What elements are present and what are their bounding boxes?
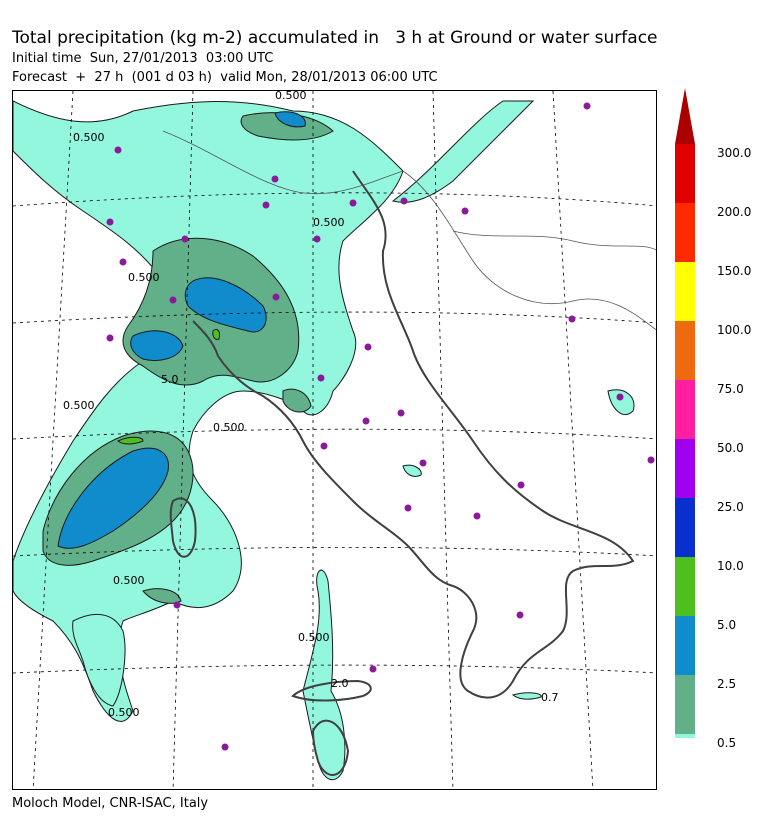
contour-label: 5.0 <box>161 373 179 386</box>
graticule <box>13 91 656 789</box>
legend-swatch <box>675 203 695 262</box>
legend-swatch <box>675 557 695 616</box>
legend-label: 2.5 <box>717 677 737 691</box>
legend-swatch <box>675 262 695 321</box>
chart-title: Total precipitation (kg m-2) accumulated… <box>12 28 658 48</box>
contour-label: 0.7 <box>541 691 559 704</box>
legend-swatch <box>675 498 695 557</box>
legend-label: 300.0 <box>717 146 752 160</box>
legend-label: 25.0 <box>717 500 744 514</box>
legend-swatch <box>675 144 695 203</box>
legend-label: 100.0 <box>717 323 752 337</box>
contour-label: 0.500 <box>73 131 105 144</box>
contour-label: 2.0 <box>331 677 349 690</box>
station-markers <box>106 102 655 751</box>
contour-labels: 0.500 0.500 0.500 0.500 0.500 0.500 0.50… <box>63 91 559 719</box>
legend-label: 75.0 <box>717 382 744 396</box>
legend-swatch <box>675 321 695 380</box>
legend-label: 5.0 <box>717 618 737 632</box>
country-borders <box>162 130 656 331</box>
color-legend: 300.0 200.0 150.0 100.0 75.0 50.0 25.0 10.0 5.0 2… <box>675 88 755 750</box>
contour-label: 0.500 <box>113 574 145 587</box>
legend-label: 0.5 <box>717 736 737 750</box>
legend-overflow-arrow <box>675 88 695 144</box>
precip-class-0-5 <box>13 100 635 781</box>
legend-label: 50.0 <box>717 441 744 455</box>
precipitation-map: 0.500 0.500 0.500 0.500 0.500 0.500 0.50… <box>12 90 657 790</box>
contour-label: 0.500 <box>213 421 245 434</box>
legend-swatch <box>675 734 695 738</box>
contour-label: 0.500 <box>128 271 160 284</box>
precip-class-5 <box>57 111 306 549</box>
coastline <box>169 170 635 776</box>
initial-time: Initial time Sun, 27/01/2013 03:00 UTC <box>12 51 274 66</box>
precip-class-10 <box>117 328 220 445</box>
model-credit: Moloch Model, CNR-ISAC, Italy <box>12 796 209 811</box>
contour-label: 0.500 <box>275 91 307 102</box>
legend-bar <box>675 88 695 738</box>
contour-label: 0.500 <box>108 706 140 719</box>
contour-label: 0.500 <box>313 216 345 229</box>
legend-swatch <box>675 616 695 675</box>
contour-label: 0.500 <box>63 399 95 412</box>
legend-swatch <box>675 380 695 439</box>
legend-swatch <box>675 439 695 498</box>
contour-label: 0.500 <box>298 631 330 644</box>
legend-label: 10.0 <box>717 559 744 573</box>
forecast-validity: Forecast + 27 h (001 d 03 h) valid Mon, … <box>12 70 438 85</box>
legend-swatch <box>675 675 695 734</box>
legend-label: 200.0 <box>717 205 752 219</box>
legend-label: 150.0 <box>717 264 752 278</box>
map-canvas: 0.500 0.500 0.500 0.500 0.500 0.500 0.50… <box>13 91 656 789</box>
